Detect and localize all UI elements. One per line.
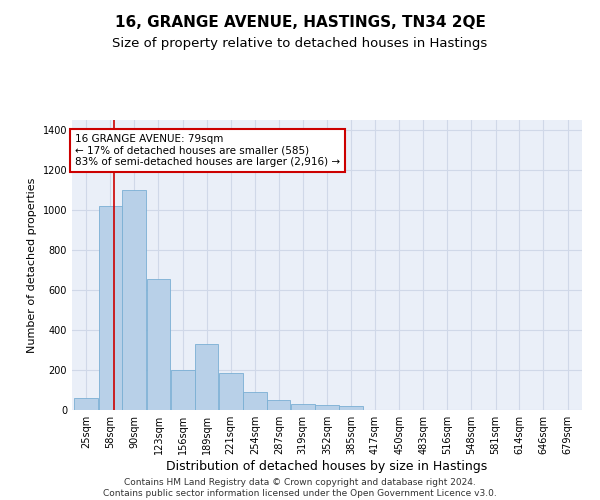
Bar [218, 373, 242, 410]
Bar [291, 404, 314, 410]
Bar [195, 344, 218, 410]
Bar [267, 400, 290, 410]
Bar [315, 405, 339, 410]
Bar [98, 206, 122, 410]
Bar [171, 370, 195, 410]
Bar [74, 398, 98, 410]
Bar [243, 392, 267, 410]
Text: Contains HM Land Registry data © Crown copyright and database right 2024.
Contai: Contains HM Land Registry data © Crown c… [103, 478, 497, 498]
Text: 16 GRANGE AVENUE: 79sqm
← 17% of detached houses are smaller (585)
83% of semi-d: 16 GRANGE AVENUE: 79sqm ← 17% of detache… [75, 134, 340, 167]
Text: 16, GRANGE AVENUE, HASTINGS, TN34 2QE: 16, GRANGE AVENUE, HASTINGS, TN34 2QE [115, 15, 485, 30]
Y-axis label: Number of detached properties: Number of detached properties [27, 178, 37, 352]
X-axis label: Distribution of detached houses by size in Hastings: Distribution of detached houses by size … [166, 460, 488, 473]
Bar [146, 279, 170, 410]
Bar [122, 190, 146, 410]
Bar [340, 406, 362, 410]
Text: Size of property relative to detached houses in Hastings: Size of property relative to detached ho… [112, 38, 488, 51]
